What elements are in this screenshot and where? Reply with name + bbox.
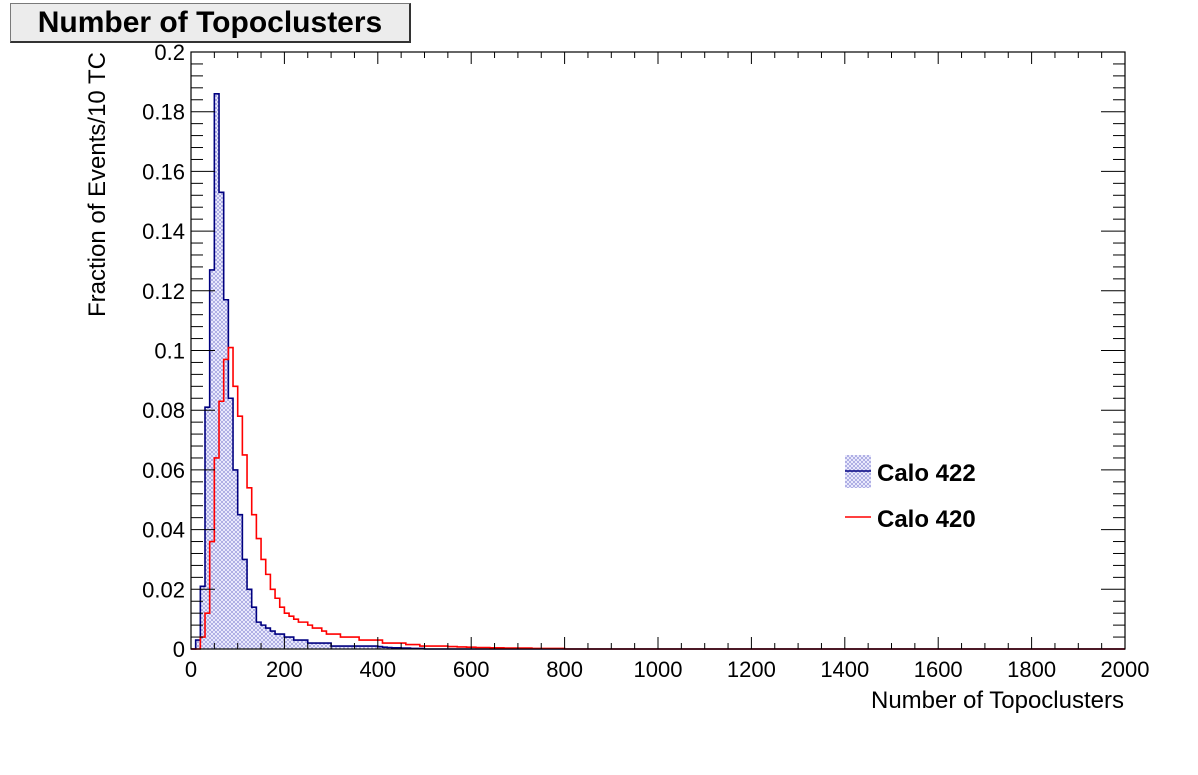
y-tick-label: 0.16 (142, 159, 185, 184)
legend-label-calo-422: Calo 422 (877, 460, 976, 487)
x-tick-label: 2000 (1101, 657, 1150, 682)
y-tick-label: 0 (173, 637, 185, 662)
y-tick-label: 0.04 (142, 518, 185, 543)
histogram-bin (387, 643, 392, 649)
histogram-bin (284, 613, 289, 649)
y-tick-label: 0.2 (154, 40, 185, 65)
series-line-calo-422 (191, 92, 1125, 650)
x-tick-label: 0 (185, 657, 197, 682)
histogram-bin (373, 640, 378, 649)
x-tick-label: 600 (453, 657, 490, 682)
histogram-bin (294, 619, 299, 649)
legend-item-calo-420: Calo 420 (845, 506, 976, 533)
histogram-bin (359, 640, 364, 649)
y-tick-label: 0.14 (142, 219, 185, 244)
histogram-bin (345, 637, 350, 649)
histogram-bin (228, 348, 233, 649)
y-tick-label: 0.08 (142, 398, 185, 423)
x-tick-label: 1000 (634, 657, 683, 682)
y-tick-label: 0.12 (142, 279, 185, 304)
chart-title: Number of Topoclusters (37, 6, 383, 39)
y-axis-title: Fraction of Events/10 TC (84, 52, 111, 317)
legend: Calo 422 Calo 420 (845, 455, 976, 533)
y-tick-label: 0.06 (142, 458, 185, 483)
histogram-bin (382, 643, 387, 649)
legend-label-calo-420: Calo 420 (877, 506, 976, 533)
y-tick-label: 0.02 (142, 577, 185, 602)
legend-item-calo-422: Calo 422 (845, 455, 976, 488)
plot-frame (190, 51, 1126, 650)
y-tick-label: 0.1 (154, 339, 185, 364)
x-axis-title: Number of Topoclusters (871, 687, 1124, 714)
x-tick-label: 1600 (914, 657, 963, 682)
x-tick-label: 200 (266, 657, 303, 682)
x-tick-label: 1200 (727, 657, 776, 682)
histogram-bin (312, 628, 317, 649)
histogram-bin (350, 637, 355, 649)
histogram-bin (340, 637, 345, 649)
histogram-bin (396, 643, 401, 649)
histogram-bin (303, 622, 308, 649)
series-line-calo-420 (191, 346, 1125, 650)
y-tick-label: 0.18 (142, 100, 185, 125)
series-calo-422 (191, 92, 1125, 650)
histogram-bin (368, 640, 373, 649)
histogram-bin (289, 616, 294, 649)
histogram-bin (364, 640, 369, 649)
histogram-bin (233, 386, 238, 649)
histogram-bin (298, 622, 303, 649)
chart-title-box: Number of Topoclusters (10, 3, 411, 43)
x-tick-label: 400 (359, 657, 396, 682)
x-tick-label: 800 (546, 657, 583, 682)
x-tick-label: 1400 (820, 657, 869, 682)
histogram-bin (224, 359, 229, 649)
histogram-bin (326, 634, 331, 649)
series-calo-420 (191, 346, 1125, 650)
histogram-bin (392, 643, 397, 649)
x-tick-label: 1800 (1007, 657, 1056, 682)
histogram-bin (331, 634, 336, 649)
